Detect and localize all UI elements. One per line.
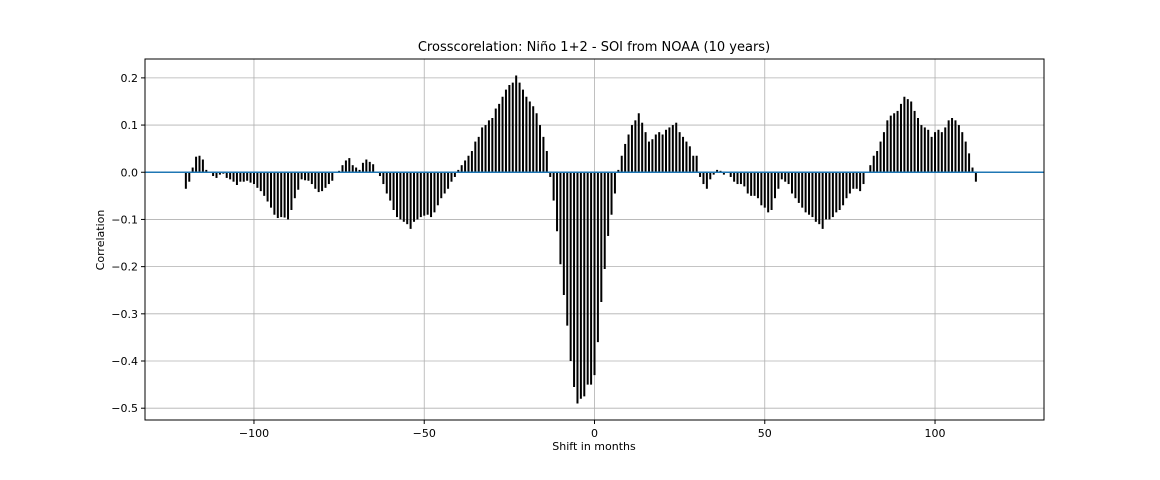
y-tick-label: −0.2 — [111, 261, 138, 274]
x-tick-label: 100 — [925, 427, 946, 440]
y-tick-label: 0.2 — [121, 72, 139, 85]
y-tick-label: −0.5 — [111, 402, 138, 415]
y-tick-label: 0.0 — [121, 166, 139, 179]
bar-series — [184, 75, 977, 404]
x-axis-label: Shift in months — [552, 440, 636, 453]
x-tick-label: 0 — [591, 427, 598, 440]
y-tick-label: −0.3 — [111, 308, 138, 321]
axis-ticks: −100 −50 0 50 100 −0.5 −0.4 −0.3 −0.2 −0.1 0.0 0.1 0… — [111, 72, 945, 440]
x-tick-label: −50 — [413, 427, 436, 440]
chart-title: Crosscorelation: Niño 1+2 - SOI from NOA… — [418, 40, 770, 55]
y-tick-label: −0.4 — [111, 355, 138, 368]
x-tick-label: −100 — [239, 427, 269, 440]
y-tick-label: −0.1 — [111, 213, 138, 226]
y-axis-label: Correlation — [94, 210, 107, 271]
y-tick-label: 0.1 — [121, 119, 139, 132]
x-tick-label: 50 — [758, 427, 772, 440]
